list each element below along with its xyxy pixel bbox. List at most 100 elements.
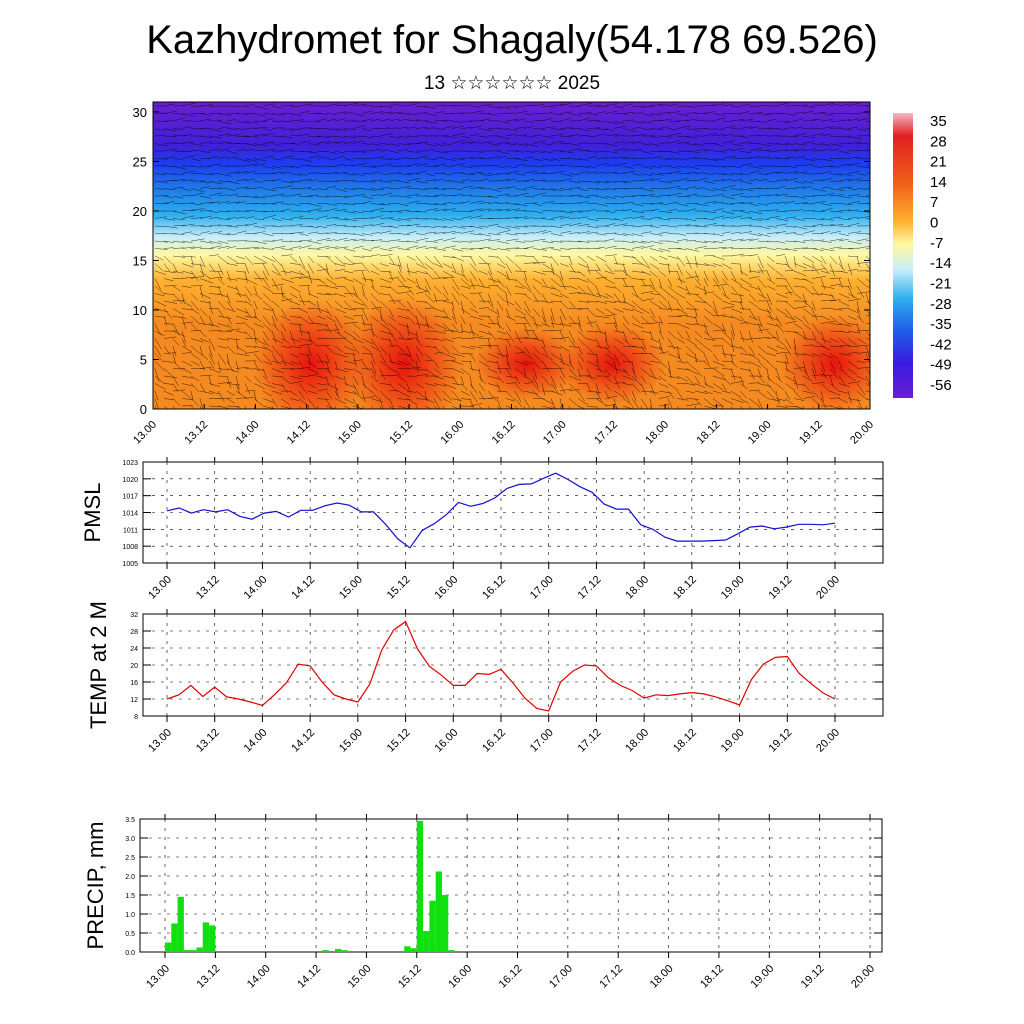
colorbar-label-12: -49	[930, 357, 952, 374]
PMSL-xtick-label-13: 19.12	[766, 574, 794, 602]
PMSL-xtick-label-7: 16.12	[480, 574, 508, 602]
PRECIP-bar-2	[177, 896, 184, 952]
field-xtick-label-1: 13.12	[182, 419, 210, 447]
colorbar-label-8: -21	[930, 275, 952, 292]
PRECIP-ytick-label-7: 3.5	[125, 817, 135, 824]
PRECIP-bar-44	[441, 895, 449, 952]
PMSL-ytick-label-6: 1023	[122, 460, 138, 467]
TEMP at 2 M-xtick-label-8: 17.00	[528, 727, 556, 755]
PRECIP-ytick-label-5: 2.5	[125, 855, 135, 862]
PRECIP-xtick-label-7: 16.12	[497, 963, 525, 991]
TEMP at 2 M-ylabel: TEMP at 2 M	[86, 601, 111, 729]
PRECIP-bar-42	[429, 900, 436, 952]
colorbar-label-3: 14	[930, 174, 947, 191]
TEMP at 2 M-ytick-label-6: 32	[130, 612, 138, 619]
field-xtick-label-0: 13.00	[131, 419, 159, 447]
PRECIP-bar-1	[171, 923, 178, 952]
PMSL-ytick-label-5: 1020	[122, 477, 138, 484]
colorbar: 35 28 21 14 7 0 -7 -14 -21 -28 -35 -42 -49 -56	[893, 113, 952, 398]
PRECIP-ytick-label-2: 1.0	[125, 912, 135, 919]
PMSL-xtick-label-9: 17.12	[576, 574, 604, 602]
field-xtick-label-10: 18.00	[643, 419, 671, 447]
PRECIP-bar-38	[404, 946, 411, 952]
field-xtick-label-2: 14.00	[234, 419, 262, 447]
field-xtick-label-4: 15.00	[336, 419, 364, 447]
field-xtick-label-13: 19.12	[797, 419, 825, 447]
PRECIP-bar-27	[334, 948, 342, 952]
PRECIP-bar-40	[416, 820, 424, 952]
PRECIP-ylabel: PRECIP, mm	[83, 822, 108, 950]
TEMP at 2 M-xtick-label-2: 14.00	[242, 727, 270, 755]
PRECIP-xtick-label-3: 14.12	[295, 963, 323, 991]
PMSL-ytick-label-2: 1011	[123, 527, 138, 534]
TEMP at 2 M-ytick-label-3: 20	[130, 663, 138, 670]
field-xtick-label-11: 18.12	[695, 419, 723, 447]
PMSL-xtick-label-2: 14.00	[242, 574, 270, 602]
TEMP at 2 M-ytick-label-2: 16	[130, 680, 138, 687]
TEMP at 2 M-series-line	[166, 620, 836, 712]
PRECIP-xtick-label-0: 13.00	[144, 963, 172, 991]
colorbar-label-5: 0	[930, 215, 938, 232]
TEMP at 2 M-ytick-label-1: 12	[130, 697, 138, 704]
PMSL-xtick-label-1: 13.12	[194, 574, 222, 602]
TEMP at 2 M-xtick-label-7: 16.12	[480, 727, 508, 755]
PRECIP-bar-28	[341, 950, 348, 952]
colorbar-label-13: -56	[930, 377, 952, 394]
colorbar-label-7: -14	[930, 255, 952, 272]
PRECIP-xtick-label-9: 17.12	[597, 963, 625, 991]
PRECIP-bar-43	[435, 871, 442, 952]
TEMP at 2 M-xtick-label-6: 16.00	[432, 727, 460, 755]
TEMP at 2 M-xtick-label-10: 18.00	[623, 727, 651, 755]
TEMP at 2 M-ytick-label-4: 24	[130, 646, 138, 653]
PRECIP-xtick-label-14: 20.00	[849, 963, 877, 991]
colorbar-label-6: -7	[930, 235, 943, 252]
field-area	[153, 102, 870, 409]
PRECIP-bar-4	[190, 950, 197, 952]
field-xtick-label-14: 20.00	[848, 419, 876, 447]
PRECIP-bar-45	[448, 950, 455, 952]
PMSL-ytick-label-0: 1005	[122, 561, 138, 568]
PRECIP-bar-6	[202, 922, 210, 952]
colorbar-label-11: -42	[930, 336, 952, 353]
precip-panel: 0.0 0.5 1.0 1.5 2.0 2.5 3.0 3.5 13.00 13.12 14.00 1…	[83, 814, 883, 991]
PMSL-ytick-label-1: 1008	[122, 544, 138, 551]
PRECIP-xtick-label-4: 15.00	[346, 963, 374, 991]
field-xtick-label-8: 17.00	[541, 419, 569, 447]
PRECIP-xtick-label-11: 18.12	[698, 963, 726, 991]
colorbar-label-0: 35	[930, 113, 947, 130]
PRECIP-bar-39	[410, 948, 417, 952]
TEMP at 2 M-xtick-label-3: 14.12	[289, 727, 317, 755]
TEMP at 2 M-xtick-label-12: 19.00	[719, 727, 747, 755]
PRECIP-bar-3	[183, 950, 191, 952]
TEMP at 2 M-xtick-label-14: 20.00	[814, 727, 842, 755]
colorbar-label-10: -35	[930, 316, 952, 333]
PRECIP-bar-5	[196, 947, 203, 952]
colorbar-ramp	[893, 113, 913, 398]
colorbar-label-9: -28	[930, 296, 952, 313]
PRECIP-xtick-label-10: 18.00	[648, 963, 676, 991]
chart-subtitle: 13 ☆☆☆☆☆☆ 2025	[423, 73, 601, 94]
field-ytick-label-4: 20	[133, 204, 147, 219]
TEMP at 2 M-ytick-label-5: 28	[130, 629, 138, 636]
TEMP at 2 M-xtick-label-9: 17.12	[576, 727, 604, 755]
TEMP at 2 M-xtick-label-13: 19.12	[766, 727, 794, 755]
TEMP at 2 M-xtick-label-4: 15.00	[337, 727, 365, 755]
TEMP at 2 M-xtick-label-5: 15.12	[385, 727, 413, 755]
chart-title: Kazhydromet for Shagaly(54.178 69.526)	[146, 18, 878, 62]
PRECIP-xtick-label-1: 13.12	[195, 963, 223, 991]
colorbar-label-2: 21	[930, 154, 947, 171]
PMSL-ylabel: PMSL	[80, 483, 105, 543]
PMSL-xtick-label-12: 19.00	[719, 574, 747, 602]
field-ytick-label-1: 5	[140, 352, 147, 367]
PMSL-series-line	[166, 472, 836, 549]
field-xtick-label-6: 16.00	[438, 419, 466, 447]
PRECIP-xtick-label-8: 17.00	[547, 963, 575, 991]
PRECIP-bar-7	[209, 925, 216, 952]
PMSL-xtick-label-14: 20.00	[814, 574, 842, 602]
PRECIP-ytick-label-4: 2.0	[125, 874, 135, 881]
PMSL-xtick-label-0: 13.00	[146, 574, 174, 602]
field-ytick-label-5: 25	[133, 154, 147, 169]
PMSL-xtick-label-10: 18.00	[623, 574, 651, 602]
PRECIP-frame	[139, 818, 883, 953]
